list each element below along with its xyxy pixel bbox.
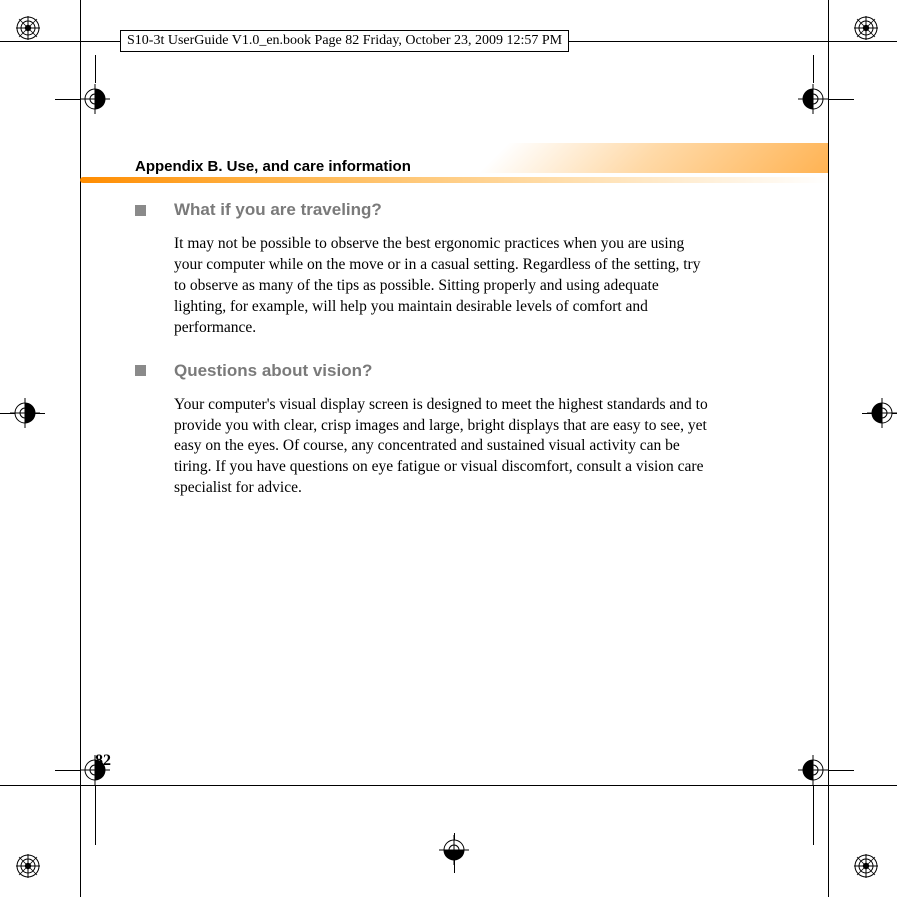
tick <box>95 55 96 83</box>
file-header: S10-3t UserGuide V1.0_en.book Page 82 Fr… <box>120 30 569 52</box>
tick <box>95 785 96 845</box>
section-title: What if you are traveling? <box>174 200 382 220</box>
bullet-square-icon <box>135 205 146 216</box>
tick <box>828 770 854 771</box>
file-header-text: S10-3t UserGuide V1.0_en.book Page 82 Fr… <box>127 33 562 48</box>
crosshair-mark-icon <box>80 84 110 114</box>
crop-line-bottom <box>0 785 897 786</box>
crosshair-mark-icon <box>798 755 828 785</box>
registration-mark-icon <box>854 854 878 878</box>
registration-mark-icon <box>16 854 40 878</box>
section-banner: Appendix B. Use, and care information <box>80 143 828 183</box>
section-title: Questions about vision? <box>174 361 372 381</box>
section-heading: Questions about vision? <box>135 361 710 381</box>
bullet-square-icon <box>135 365 146 376</box>
banner-title: Appendix B. Use, and care information <box>135 158 411 175</box>
tick <box>813 785 814 845</box>
crop-line-right <box>828 0 829 897</box>
banner-underline <box>80 177 828 183</box>
tick <box>55 99 81 100</box>
section-body: It may not be possible to observe the be… <box>174 234 710 339</box>
section-heading: What if you are traveling? <box>135 200 710 220</box>
tick <box>828 99 854 100</box>
page-content: What if you are traveling? It may not be… <box>135 200 710 521</box>
crosshair-mark-icon <box>867 398 897 428</box>
registration-mark-icon <box>16 16 40 40</box>
section-vision: Questions about vision? Your computer's … <box>135 361 710 500</box>
crosshair-mark-icon <box>10 398 40 428</box>
tick <box>55 770 81 771</box>
crosshair-mark-icon <box>439 835 469 865</box>
section-traveling: What if you are traveling? It may not be… <box>135 200 710 339</box>
registration-mark-icon <box>854 16 878 40</box>
crosshair-mark-icon <box>798 84 828 114</box>
section-body: Your computer's visual display screen is… <box>174 395 710 500</box>
page-number: 82 <box>95 752 111 770</box>
tick <box>813 55 814 83</box>
